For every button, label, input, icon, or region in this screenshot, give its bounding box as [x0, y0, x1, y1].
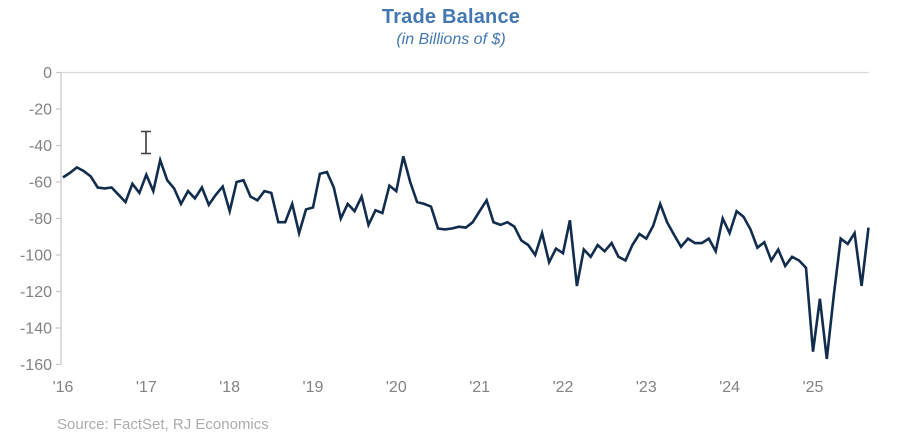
y-axis-tick-label: -40 — [29, 138, 52, 155]
y-axis-tick-label: 0 — [43, 65, 52, 82]
x-axis-tick-label: '21 — [469, 379, 490, 396]
y-axis-tick-label: -60 — [29, 175, 52, 192]
y-axis-tick-label: -100 — [20, 248, 52, 265]
x-axis-tick-label: '16 — [53, 379, 74, 396]
chart-title: Trade Balance — [381, 6, 521, 28]
x-axis-tick-label: '22 — [553, 379, 574, 396]
x-axis-tick-label: '24 — [719, 379, 740, 396]
chart-subtitle: (in Billions of $) — [396, 31, 506, 48]
y-axis-tick-label: -160 — [20, 357, 52, 374]
x-axis-tick-label: '19 — [303, 379, 324, 396]
y-axis-tick-label: -20 — [29, 102, 52, 119]
y-axis-tick-label: -80 — [29, 211, 52, 228]
x-axis-tick-label: '17 — [136, 379, 157, 396]
x-axis-tick-label: '25 — [803, 379, 824, 396]
source-note: Source: FactSet, RJ Economics — [57, 416, 269, 433]
x-axis-tick-label: '18 — [219, 379, 240, 396]
text-cursor-icon — [141, 130, 151, 155]
trade-balance-line — [62, 155, 870, 360]
x-axis-tick-label: '23 — [636, 379, 657, 396]
y-axis-tick-label: -120 — [20, 284, 52, 301]
x-axis-tick-label: '20 — [386, 379, 407, 396]
y-axis-tick-label: -140 — [20, 321, 52, 338]
